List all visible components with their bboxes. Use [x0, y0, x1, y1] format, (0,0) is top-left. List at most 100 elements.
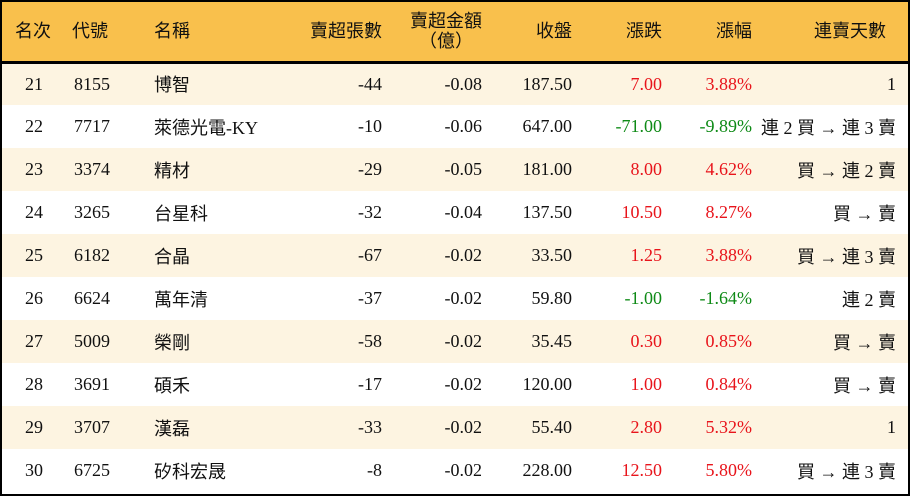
cell-change: 12.50: [621, 460, 663, 480]
cell-close: 187.50: [522, 73, 573, 94]
cell-change: 0.30: [630, 331, 663, 351]
cell-change: 7.00: [630, 73, 663, 94]
cell-change-pct: 0.85%: [705, 331, 753, 351]
cell-streak: 1: [887, 73, 896, 94]
cell-streak: 買 → 連 3 賣: [797, 246, 896, 267]
cell-change: 1.00: [630, 374, 663, 394]
cell-name: 博智: [154, 75, 190, 96]
header-net-sell-amount: 賣超金額 （億）: [382, 2, 482, 64]
cell-rank: 28: [25, 374, 43, 394]
cell-change-pct: 3.88%: [705, 245, 753, 265]
cell-close: 181.00: [522, 159, 573, 179]
cell-code: 3265: [74, 202, 110, 222]
cell-net-sell-amount: -0.08: [444, 73, 483, 94]
cell-streak: 連 2 買 → 連 3 賣: [761, 117, 896, 138]
cell-streak: 買 → 賣: [833, 203, 896, 224]
cell-streak: 連 2 賣: [842, 289, 896, 310]
cell-change-pct: 8.27%: [705, 202, 753, 222]
cell-change: -71.00: [615, 116, 663, 136]
cell-code: 8155: [74, 73, 110, 94]
cell-net-sell-amount: -0.02: [444, 288, 483, 308]
cell-close: 35.45: [531, 331, 573, 351]
cell-name: 萊德光電-KY: [154, 117, 258, 138]
cell-net-sell-volume: -10: [358, 116, 382, 136]
cell-code: 6725: [74, 460, 110, 480]
cell-name: 漢磊: [154, 418, 190, 439]
cell-net-sell-volume: -33: [358, 417, 382, 437]
cell-close: 59.80: [531, 288, 573, 308]
table-row: 28 3691 碩禾 -17 -0.02 120.00 1.00 0.84% 買…: [2, 363, 908, 406]
cell-name: 榮剛: [154, 332, 190, 353]
header-row: 名次 代號 名稱 賣超張數 賣超金額 （億） 收盤 漲跌 漲幅 連賣天數: [2, 2, 908, 64]
cell-change: 10.50: [621, 202, 663, 222]
header-close: 收盤: [482, 2, 572, 64]
cell-change-pct: 5.32%: [705, 417, 753, 437]
table-row: 23 3374 精材 -29 -0.05 181.00 8.00 4.62% 買…: [2, 148, 908, 191]
cell-change: 1.25: [630, 245, 663, 265]
cell-net-sell-amount: -0.06: [444, 116, 483, 136]
cell-close: 228.00: [522, 460, 573, 480]
cell-code: 5009: [74, 331, 110, 351]
cell-rank: 25: [25, 245, 43, 265]
cell-net-sell-volume: -37: [358, 288, 382, 308]
cell-close: 33.50: [531, 245, 573, 265]
cell-net-sell-volume: -44: [358, 73, 382, 94]
cell-code: 3707: [74, 417, 110, 437]
table-row: 27 5009 榮剛 -58 -0.02 35.45 0.30 0.85% 買 …: [2, 320, 908, 363]
header-code: 代號: [64, 2, 142, 64]
table-row: 26 6624 萬年清 -37 -0.02 59.80 -1.00 -1.64%…: [2, 277, 908, 320]
cell-code: 6624: [74, 288, 110, 308]
cell-rank: 26: [25, 288, 43, 308]
cell-change-pct: 0.84%: [705, 374, 753, 394]
cell-net-sell-volume: -67: [358, 245, 382, 265]
cell-code: 3691: [74, 374, 110, 394]
cell-close: 647.00: [522, 116, 573, 136]
header-change: 漲跌: [572, 2, 662, 64]
table-row: 25 6182 合晶 -67 -0.02 33.50 1.25 3.88% 買 …: [2, 234, 908, 277]
table-header: 名次 代號 名稱 賣超張數 賣超金額 （億） 收盤 漲跌 漲幅 連賣天數: [2, 2, 908, 64]
cell-net-sell-amount: -0.04: [444, 202, 483, 222]
cell-change: 2.80: [630, 417, 663, 437]
table-row: 29 3707 漢磊 -33 -0.02 55.40 2.80 5.32% 1: [2, 406, 908, 449]
cell-net-sell-amount: -0.02: [444, 417, 483, 437]
table-row: 30 6725 矽科宏晟 -8 -0.02 228.00 12.50 5.80%…: [2, 449, 908, 492]
cell-streak: 買 → 連 3 賣: [797, 461, 896, 482]
cell-streak: 買 → 連 2 賣: [797, 160, 896, 181]
cell-net-sell-volume: -8: [367, 460, 382, 480]
cell-net-sell-amount: -0.02: [444, 331, 483, 351]
cell-name: 碩禾: [154, 375, 190, 396]
cell-net-sell-amount: -0.02: [444, 460, 483, 480]
cell-close: 137.50: [522, 202, 573, 222]
cell-net-sell-volume: -58: [358, 331, 382, 351]
cell-name: 矽科宏晟: [154, 461, 226, 482]
cell-close: 55.40: [531, 417, 573, 437]
cell-change-pct: -1.64%: [699, 288, 753, 308]
cell-rank: 23: [25, 159, 43, 179]
cell-code: 3374: [74, 159, 110, 179]
cell-net-sell-volume: -32: [358, 202, 382, 222]
header-net-sell-volume: 賣超張數: [274, 2, 382, 64]
cell-name: 台星科: [154, 203, 208, 224]
cell-change-pct: 3.88%: [705, 73, 753, 94]
cell-streak: 1: [887, 417, 896, 437]
cell-streak: 買 → 賣: [833, 332, 896, 353]
header-net-sell-amount-unit: （億）: [419, 31, 473, 52]
cell-net-sell-amount: -0.02: [444, 374, 483, 394]
cell-change-pct: -9.89%: [699, 116, 753, 136]
cell-net-sell-amount: -0.02: [444, 245, 483, 265]
cell-net-sell-volume: -29: [358, 159, 382, 179]
cell-name: 合晶: [154, 246, 190, 267]
cell-rank: 22: [25, 116, 43, 136]
cell-rank: 29: [25, 417, 43, 437]
header-rank: 名次: [2, 2, 64, 64]
header-streak: 連賣天數: [752, 2, 908, 64]
cell-code: 7717: [74, 116, 110, 136]
cell-change: -1.00: [624, 288, 663, 308]
cell-rank: 30: [25, 460, 43, 480]
table-row: 21 8155 博智 -44 -0.08 187.50 7.00 3.88% 1: [2, 62, 908, 105]
cell-close: 120.00: [522, 374, 573, 394]
cell-net-sell-amount: -0.05: [444, 159, 483, 179]
cell-streak: 買 → 賣: [833, 375, 896, 396]
table-body: 21 8155 博智 -44 -0.08 187.50 7.00 3.88% 1…: [2, 62, 908, 492]
